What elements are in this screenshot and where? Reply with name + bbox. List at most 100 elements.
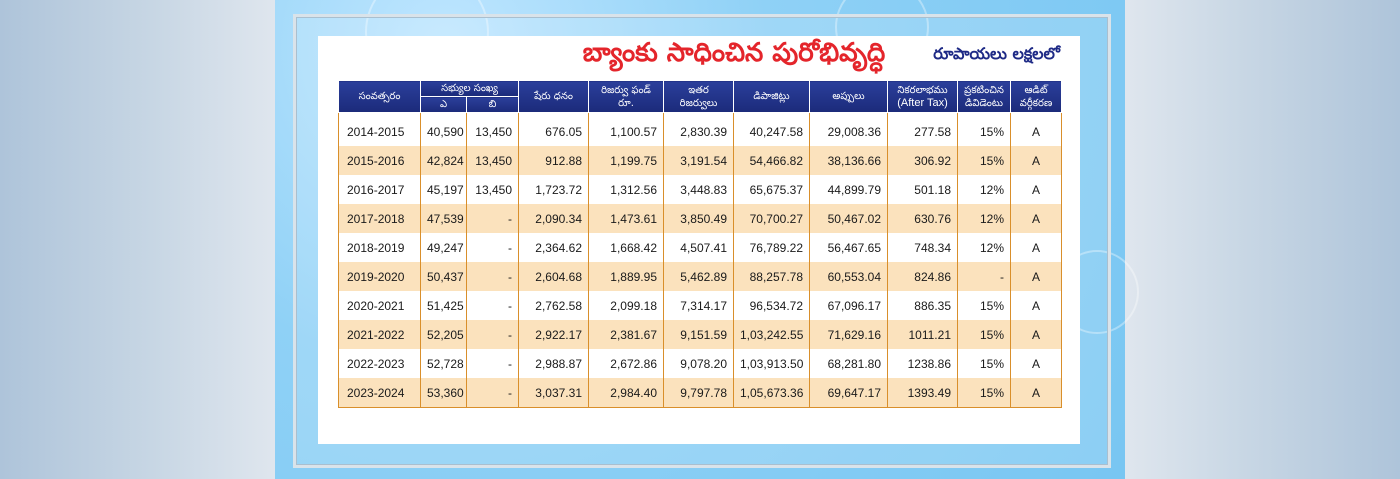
dividend-cell: 15% [957, 378, 1011, 408]
loans-cell: 69,647.17 [809, 378, 888, 408]
reserve-fund-cell: 1,668.42 [588, 233, 664, 262]
header-audit-line1: ఆడిట్ [1024, 84, 1048, 96]
header-loans: అప్పులు [809, 80, 888, 113]
year-cell: 2022-2023 [338, 349, 421, 378]
members-a-cell: 52,728 [420, 349, 467, 378]
reserve-fund-cell: 2,984.40 [588, 378, 664, 408]
header-reserve-fund-line2: రూ. [618, 97, 634, 109]
net-profit-cell: 277.58 [887, 112, 958, 146]
other-reserves-cell: 3,448.83 [663, 175, 734, 204]
deposits-cell: 1,03,242.55 [733, 320, 810, 349]
loans-cell: 50,467.02 [809, 204, 888, 233]
dividend-cell: 15% [957, 112, 1011, 146]
dividend-cell: - [957, 262, 1011, 291]
other-reserves-cell: 3,191.54 [663, 146, 734, 175]
audit-cell: A [1010, 262, 1062, 291]
dividend-cell: 15% [957, 320, 1011, 349]
members-b-cell: 13,450 [466, 175, 519, 204]
members-a-cell: 53,360 [420, 378, 467, 408]
year-cell: 2020-2021 [338, 291, 421, 320]
header-net-profit-line1: నికరలాభము [897, 84, 948, 96]
header-share-capital: షేరు ధనం [518, 80, 589, 113]
table-row: 2016-2017 45,197 13,450 1,723.72 1,312.56 3,4… [338, 175, 1062, 204]
audit-cell: A [1010, 112, 1062, 146]
reserve-fund-cell: 1,473.61 [588, 204, 664, 233]
deposits-cell: 96,534.72 [733, 291, 810, 320]
header-deposits: డిపాజిట్లు [733, 80, 810, 113]
reserve-fund-cell: 1,312.56 [588, 175, 664, 204]
other-reserves-cell: 9,151.59 [663, 320, 734, 349]
deposits-cell: 54,466.82 [733, 146, 810, 175]
dividend-cell: 15% [957, 349, 1011, 378]
dividend-cell: 12% [957, 204, 1011, 233]
net-profit-cell: 630.76 [887, 204, 958, 233]
header-dividend: ప్రకటించిన డివిడెంటు [957, 80, 1011, 113]
header-audit-line2: వర్గీకరణ [1019, 97, 1053, 109]
reserve-fund-cell: 1,889.95 [588, 262, 664, 291]
share-capital-cell: 2,364.62 [518, 233, 589, 262]
left-blurred-background [0, 0, 275, 479]
reserve-fund-cell: 2,672.86 [588, 349, 664, 378]
members-a-cell: 42,824 [420, 146, 467, 175]
table-row: 2019-2020 50,437-2,604.68 1,889.95 5,462.89… [338, 262, 1062, 291]
deposits-cell: 70,700.27 [733, 204, 810, 233]
table-row: 2023-2024 53,360-3,037.31 2,984.40 9,797.78… [338, 378, 1062, 408]
members-b-cell: 13,450 [466, 112, 519, 146]
other-reserves-cell: 5,462.89 [663, 262, 734, 291]
table-body: 2014-2015 40,590 13,450 676.05 1,100.57 2,830… [338, 112, 1062, 408]
progress-table: సంవత్సరం సభ్యుల సంఖ్య షేరు ధనం రిజర్వు ఫ… [338, 80, 1062, 408]
share-capital-cell: 676.05 [518, 112, 589, 146]
other-reserves-cell: 9,078.20 [663, 349, 734, 378]
year-cell: 2015-2016 [338, 146, 421, 175]
page-title: బ్యాంకు సాధించిన పురోభివృద్ధి [582, 38, 886, 68]
share-capital-cell: 1,723.72 [518, 175, 589, 204]
header-dividend-line1: ప్రకటించిన [964, 84, 1004, 96]
year-cell: 2016-2017 [338, 175, 421, 204]
loans-cell: 71,629.16 [809, 320, 888, 349]
loans-cell: 60,553.04 [809, 262, 888, 291]
members-b-cell: - [466, 233, 519, 262]
header-members-b: బి [466, 96, 519, 113]
progress-card: బ్యాంకు సాధించిన పురోభివృద్ధి రూపాయలు లక… [275, 0, 1139, 479]
members-b-cell: 13,450 [466, 146, 519, 175]
reserve-fund-cell: 2,099.18 [588, 291, 664, 320]
table-row: 2022-2023 52,728-2,988.87 2,672.86 9,078.20… [338, 349, 1062, 378]
reserve-fund-cell: 1,199.75 [588, 146, 664, 175]
net-profit-cell: 1238.86 [887, 349, 958, 378]
members-a-cell: 50,437 [420, 262, 467, 291]
loans-cell: 44,899.79 [809, 175, 888, 204]
header-other-reserves: ఇతర రిజర్వులు [663, 80, 734, 113]
header-net-profit-line2: (After Tax) [897, 96, 948, 109]
unit-note: రూపాయలు లక్షలలో [933, 44, 1060, 63]
members-a-cell: 47,539 [420, 204, 467, 233]
loans-cell: 56,467.65 [809, 233, 888, 262]
net-profit-cell: 1011.21 [887, 320, 958, 349]
members-b-cell: - [466, 262, 519, 291]
members-a-cell: 52,205 [420, 320, 467, 349]
other-reserves-cell: 9,797.78 [663, 378, 734, 408]
share-capital-cell: 2,090.34 [518, 204, 589, 233]
audit-cell: A [1010, 146, 1062, 175]
members-a-cell: 45,197 [420, 175, 467, 204]
share-capital-cell: 2,762.58 [518, 291, 589, 320]
members-b-cell: - [466, 204, 519, 233]
dividend-cell: 15% [957, 291, 1011, 320]
net-profit-cell: 886.35 [887, 291, 958, 320]
header-reserve-fund: రిజర్వు ఫండ్ రూ. [588, 80, 664, 113]
loans-cell: 38,136.66 [809, 146, 888, 175]
header-other-reserves-line1: ఇతర [688, 84, 709, 96]
year-cell: 2018-2019 [338, 233, 421, 262]
deposits-cell: 76,789.22 [733, 233, 810, 262]
deposits-cell: 88,257.78 [733, 262, 810, 291]
table-row: 2018-2019 49,247-2,364.62 1,668.42 4,507.41… [338, 233, 1062, 262]
members-a-cell: 51,425 [420, 291, 467, 320]
deposits-cell: 1,05,673.36 [733, 378, 810, 408]
loans-cell: 68,281.80 [809, 349, 888, 378]
loans-cell: 29,008.36 [809, 112, 888, 146]
year-cell: 2021-2022 [338, 320, 421, 349]
members-b-cell: - [466, 291, 519, 320]
other-reserves-cell: 3,850.49 [663, 204, 734, 233]
audit-cell: A [1010, 291, 1062, 320]
members-a-cell: 40,590 [420, 112, 467, 146]
dividend-cell: 15% [957, 146, 1011, 175]
